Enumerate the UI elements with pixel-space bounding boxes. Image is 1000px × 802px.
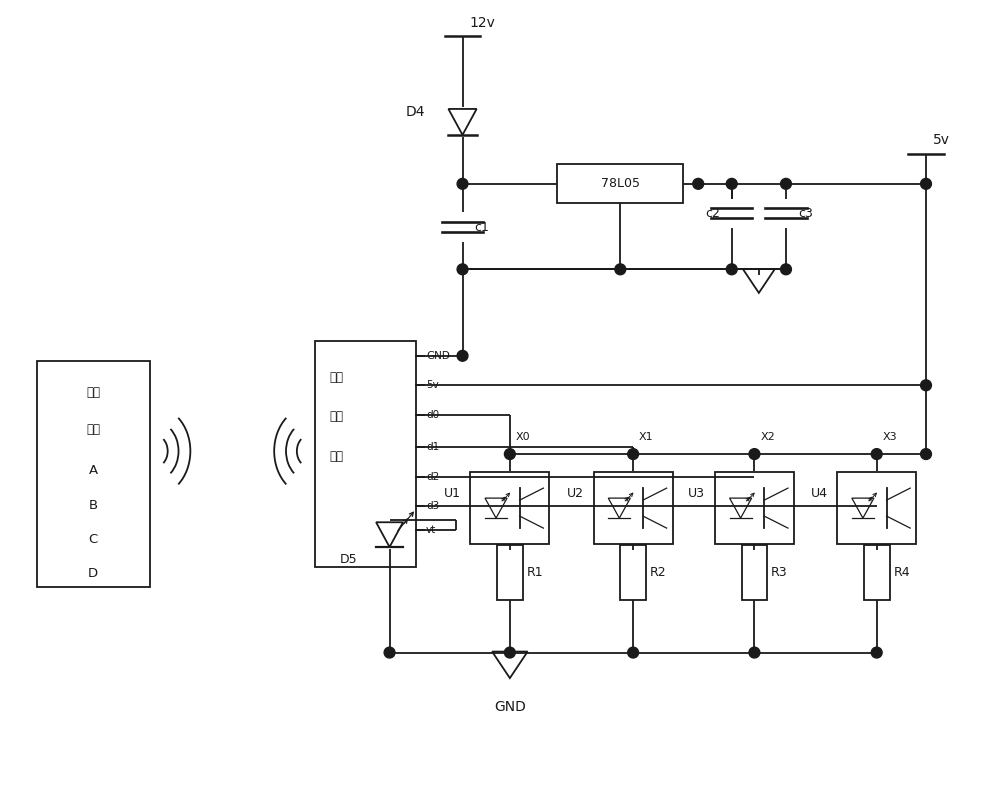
Text: d3: d3 xyxy=(426,501,439,511)
Circle shape xyxy=(628,647,639,658)
Circle shape xyxy=(504,647,515,658)
Text: D4: D4 xyxy=(406,105,425,119)
Text: D5: D5 xyxy=(339,553,357,565)
Text: d1: d1 xyxy=(426,442,439,452)
Text: U1: U1 xyxy=(444,487,461,500)
Text: d0: d0 xyxy=(426,410,439,419)
Text: 78L05: 78L05 xyxy=(601,177,640,190)
Text: c1: c1 xyxy=(474,221,489,233)
Text: vt: vt xyxy=(426,525,436,535)
Circle shape xyxy=(504,448,515,460)
Text: X3: X3 xyxy=(883,432,897,442)
Circle shape xyxy=(615,264,626,275)
Text: D: D xyxy=(88,568,98,581)
Bar xyxy=(864,545,890,600)
Text: 电路: 电路 xyxy=(329,450,343,463)
Text: GND: GND xyxy=(426,350,450,361)
Circle shape xyxy=(871,448,882,460)
Text: X0: X0 xyxy=(516,432,530,442)
Bar xyxy=(742,545,767,600)
Circle shape xyxy=(749,448,760,460)
Circle shape xyxy=(749,647,760,658)
Circle shape xyxy=(693,178,704,189)
Text: c2: c2 xyxy=(705,207,720,220)
Text: A: A xyxy=(89,464,98,477)
Text: GND: GND xyxy=(494,699,526,714)
Text: 发射: 发射 xyxy=(86,423,100,436)
Text: X1: X1 xyxy=(639,432,654,442)
Bar xyxy=(497,545,523,600)
Text: 无线: 无线 xyxy=(329,371,343,384)
Text: c3: c3 xyxy=(798,207,813,220)
Circle shape xyxy=(871,647,882,658)
Text: 5v: 5v xyxy=(933,133,950,148)
Text: d2: d2 xyxy=(426,472,439,482)
Text: U4: U4 xyxy=(810,487,827,500)
Bar xyxy=(594,472,673,545)
Circle shape xyxy=(628,448,639,460)
Text: C: C xyxy=(89,533,98,546)
Circle shape xyxy=(457,264,468,275)
Text: 接收: 接收 xyxy=(329,410,343,423)
Bar xyxy=(470,472,549,545)
Circle shape xyxy=(384,647,395,658)
Text: 无线: 无线 xyxy=(86,386,100,399)
Text: B: B xyxy=(89,499,98,512)
Circle shape xyxy=(781,264,791,275)
Circle shape xyxy=(921,178,931,189)
Bar xyxy=(37,361,150,587)
Text: R1: R1 xyxy=(527,566,543,579)
Circle shape xyxy=(781,178,791,189)
Text: U2: U2 xyxy=(567,487,584,500)
Text: R2: R2 xyxy=(650,566,667,579)
Bar xyxy=(557,164,683,204)
Bar xyxy=(837,472,916,545)
Text: X2: X2 xyxy=(760,432,775,442)
Circle shape xyxy=(921,448,931,460)
Text: R4: R4 xyxy=(893,566,910,579)
Text: 5v: 5v xyxy=(426,380,439,391)
Circle shape xyxy=(726,264,737,275)
Bar xyxy=(620,545,646,600)
Text: 12v: 12v xyxy=(469,15,495,30)
Circle shape xyxy=(457,178,468,189)
Circle shape xyxy=(457,350,468,361)
Bar xyxy=(315,341,416,567)
Text: R3: R3 xyxy=(771,566,788,579)
Bar xyxy=(715,472,794,545)
Circle shape xyxy=(921,380,931,391)
Circle shape xyxy=(726,178,737,189)
Text: U3: U3 xyxy=(688,487,705,500)
